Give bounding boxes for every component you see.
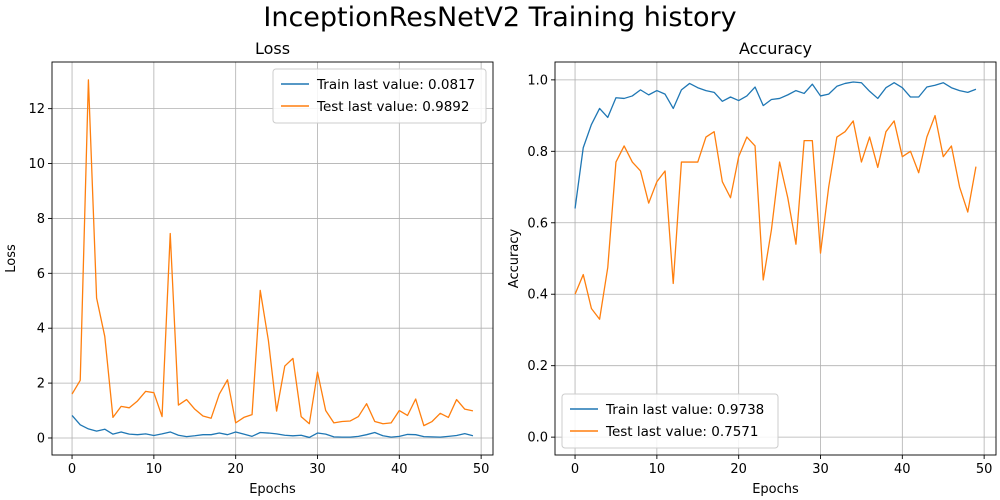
- legend-label: Train last value: 0.9738: [605, 402, 764, 418]
- figure-suptitle: InceptionResNetV2 Training history: [263, 2, 736, 33]
- x-tick-label: 10: [649, 462, 666, 477]
- legend-label: Train last value: 0.0817: [316, 77, 475, 93]
- series-line: [574, 81, 977, 209]
- legend-box: [561, 393, 779, 449]
- x-tick-label: 40: [391, 462, 408, 477]
- x-axis-label: Epochs: [249, 482, 296, 497]
- series-line: [574, 114, 977, 320]
- series-line: [71, 79, 474, 427]
- legend-box: [272, 68, 487, 124]
- axes-frame: [554, 61, 997, 456]
- x-tick-label: 40: [894, 462, 911, 477]
- y-tick-label: 4: [37, 322, 45, 337]
- y-tick-label: 10: [28, 157, 45, 172]
- legend-label: Test last value: 0.9892: [316, 99, 469, 115]
- x-tick-label: 0: [68, 462, 76, 477]
- y-tick-label: 2: [37, 377, 45, 392]
- x-tick-label: 10: [146, 462, 163, 477]
- y-tick-label: 0.8: [527, 145, 548, 160]
- x-tick-label: 50: [473, 462, 490, 477]
- y-tick-label: 0.0: [527, 431, 548, 446]
- y-axis-label: Loss: [4, 244, 19, 273]
- legend: Train last value: 0.0817 Test last value:…: [272, 68, 487, 124]
- y-tick-label: 12: [28, 102, 45, 117]
- y-tick-label: 0.4: [527, 288, 548, 303]
- x-tick-label: 30: [309, 462, 326, 477]
- y-tick-label: 8: [37, 212, 45, 227]
- chart-title: Loss: [255, 39, 290, 58]
- axes-frame: [51, 61, 494, 456]
- x-tick-label: 20: [227, 462, 244, 477]
- legend: Train last value: 0.9738 Test last value:…: [561, 393, 779, 449]
- legend-label: Test last value: 0.7571: [605, 424, 758, 440]
- x-tick-label: 50: [976, 462, 993, 477]
- y-axis-label: Accuracy: [507, 229, 522, 289]
- x-tick-label: 30: [812, 462, 829, 477]
- series-line: [71, 415, 474, 439]
- y-tick-label: 0.2: [527, 359, 548, 374]
- loss-chart: 0 10 20 30 40 50 0 2 4 6 8 10 12 Loss Epochs Loss Train …: [4, 39, 494, 497]
- x-tick-label: 20: [730, 462, 747, 477]
- y-tick-label: 1.0: [527, 73, 548, 88]
- x-axis-label: Epochs: [752, 482, 799, 497]
- y-tick-label: 0: [37, 431, 45, 446]
- y-tick-label: 6: [37, 267, 45, 282]
- accuracy-chart: 0 10 20 30 40 50 0.0 0.2 0.4 0.6 0.8 1.0 Accuracy Epo…: [507, 39, 997, 497]
- x-tick-label: 0: [571, 462, 579, 477]
- chart-title: Accuracy: [739, 39, 812, 58]
- y-tick-label: 0.6: [527, 216, 548, 231]
